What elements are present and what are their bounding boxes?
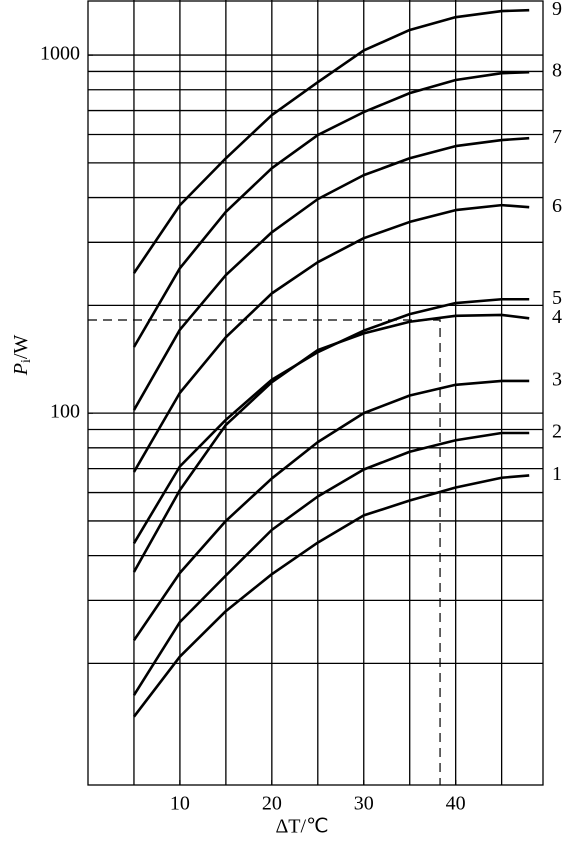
series-line: [132, 8, 530, 274]
x-tick-label: 30: [354, 793, 374, 815]
y-axis-label: Pi/W: [10, 335, 35, 377]
series-label: 5: [552, 287, 562, 309]
guide-line: [88, 319, 441, 785]
series-label: 3: [552, 369, 562, 391]
y-label-subscript: i: [19, 359, 34, 363]
series-label: 6: [552, 195, 562, 217]
series-label: 7: [552, 126, 562, 148]
x-tick-label: 20: [262, 793, 282, 815]
y-label-symbol: P: [10, 363, 32, 376]
series-line: [132, 431, 530, 696]
series-line: [132, 203, 530, 473]
series-line: [132, 136, 530, 411]
x-tick-label: 10: [170, 793, 190, 815]
series-label: 2: [552, 421, 562, 443]
series-label: 1: [552, 463, 562, 485]
series-line: [132, 70, 530, 348]
y-tick-label: 100: [50, 401, 80, 423]
series-line: [132, 297, 530, 544]
series-line: [132, 379, 530, 642]
plot-frame: [87, 0, 544, 786]
x-axis-label: ΔT/℃: [275, 816, 328, 838]
x-tick-label: 40: [446, 793, 466, 815]
y-tick-label: 1000: [40, 43, 80, 65]
series-label: 9: [552, 0, 562, 20]
y-label-unit: /W: [10, 335, 32, 360]
series-label: 4: [552, 306, 562, 328]
series-line: [132, 474, 530, 718]
series-label: 8: [552, 60, 562, 82]
